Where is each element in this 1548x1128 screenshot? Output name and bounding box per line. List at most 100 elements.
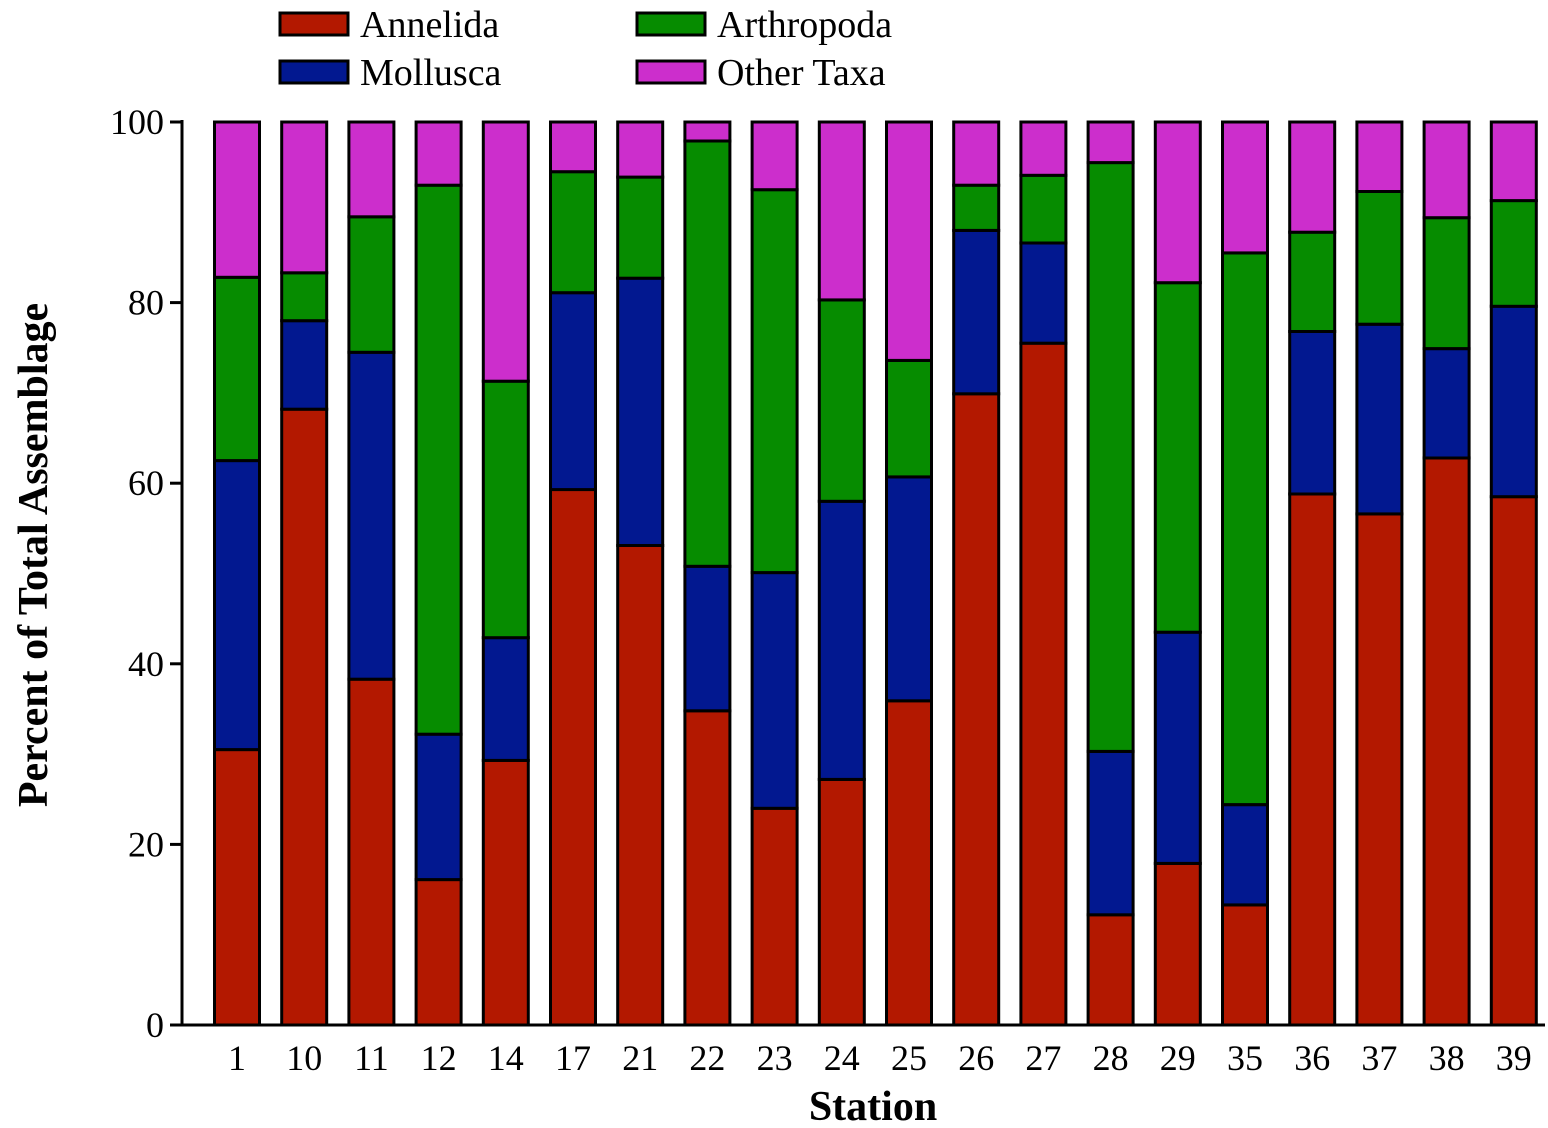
bar-annelida-station-29: [1153, 861, 1202, 1027]
bar-other-taxa-station-28: [1086, 120, 1135, 165]
bar-arthropoda-station-27: [1019, 173, 1068, 245]
x-tick-label-36: 36: [1294, 1038, 1330, 1078]
y-tick-label-0: 0: [146, 1005, 164, 1045]
bar-annelida-station-22: [683, 709, 732, 1027]
x-tick-label-10: 10: [286, 1038, 322, 1078]
bar-other-taxa-station-39: [1489, 120, 1538, 203]
bar-arthropoda-station-23: [750, 188, 799, 575]
y-tick-label-80: 80: [128, 283, 164, 323]
bar-annelida-station-17: [549, 488, 597, 1027]
bar-mollusca-station-26: [952, 228, 1001, 396]
x-axis: 1 10 11 12 14 17 21 22 23 24 25 26 27 28 29 35 36 37 38 39: [182, 1023, 1545, 1078]
x-tick-label-35: 35: [1227, 1038, 1263, 1078]
bar-mollusca-station-23: [750, 571, 799, 810]
x-tick-label-22: 22: [689, 1038, 725, 1078]
bar-other-taxa-station-29: [1153, 120, 1202, 285]
x-tick-label-25: 25: [891, 1038, 927, 1078]
bar-other-taxa-station-21: [616, 120, 665, 179]
bar-arthropoda-station-28: [1086, 161, 1135, 753]
bar-annelida-station-36: [1288, 492, 1337, 1027]
bar-annelida-station-28: [1086, 913, 1135, 1027]
bar-mollusca-station-17: [549, 291, 597, 492]
x-tick-label-14: 14: [488, 1038, 524, 1078]
bar-arthropoda-station-11: [347, 215, 396, 354]
x-tick-label-39: 39: [1496, 1038, 1532, 1078]
bar-annelida-station-1: [213, 748, 261, 1027]
bar-mollusca-station-21: [616, 276, 665, 547]
legend-swatch-mollusca: [278, 59, 350, 85]
bar-other-taxa-station-17: [549, 120, 597, 174]
bar-other-taxa-station-37: [1355, 120, 1404, 193]
x-tick-label-23: 23: [757, 1038, 793, 1078]
bar-mollusca-station-39: [1489, 304, 1538, 499]
legend-label-mollusca: Mollusca: [360, 52, 502, 94]
bar-mollusca-station-29: [1153, 630, 1202, 865]
bar-mollusca-station-10: [280, 319, 329, 411]
bar-other-taxa-station-27: [1019, 120, 1068, 177]
bar-annelida-station-25: [885, 699, 933, 1027]
legend-swatch-annelida: [278, 11, 350, 37]
bar-arthropoda-station-35: [1221, 251, 1269, 807]
bar-mollusca-station-27: [1019, 241, 1068, 345]
bar-annelida-station-14: [481, 758, 530, 1027]
bar-arthropoda-station-37: [1355, 190, 1404, 326]
x-axis-title: Station: [809, 1084, 937, 1128]
x-tick-label-24: 24: [824, 1038, 860, 1078]
bar-annelida-station-39: [1489, 495, 1538, 1027]
bar-arthropoda-station-22: [683, 139, 732, 568]
bar-other-taxa-station-23: [750, 120, 799, 192]
x-tick-label-12: 12: [421, 1038, 457, 1078]
bar-arthropoda-station-29: [1153, 281, 1202, 634]
y-axis-title: Percent of Total Assemblage: [11, 303, 57, 807]
bar-mollusca-station-35: [1221, 803, 1269, 907]
bar-arthropoda-station-17: [549, 170, 597, 295]
bar-arthropoda-station-24: [817, 298, 866, 503]
bar-annelida-station-37: [1355, 512, 1404, 1027]
legend-label-arthropoda: Arthropoda: [717, 4, 892, 46]
bar-other-taxa-station-12: [414, 120, 463, 187]
y-tick-label-20: 20: [128, 824, 164, 864]
bar-other-taxa-station-38: [1422, 120, 1471, 220]
bar-annelida-station-11: [347, 677, 396, 1027]
bar-arthropoda-station-26: [952, 183, 1001, 232]
bar-annelida-station-26: [952, 392, 1001, 1027]
bar-annelida-station-24: [817, 777, 866, 1027]
bar-arthropoda-station-36: [1288, 230, 1337, 333]
bar-other-taxa-station-22: [683, 120, 732, 143]
bar-mollusca-station-36: [1288, 330, 1337, 496]
bar-mollusca-station-12: [414, 732, 463, 882]
bar-other-taxa-station-14: [481, 120, 530, 383]
bar-other-taxa-station-1: [213, 120, 261, 279]
x-tick-label-37: 37: [1361, 1038, 1397, 1078]
bar-arthropoda-station-38: [1422, 216, 1471, 351]
bar-mollusca-station-38: [1422, 347, 1471, 460]
bar-arthropoda-station-12: [414, 183, 463, 736]
bar-arthropoda-station-10: [280, 271, 329, 323]
x-tick-label-26: 26: [958, 1038, 994, 1078]
x-tick-label-28: 28: [1093, 1038, 1129, 1078]
bar-annelida-station-10: [280, 407, 329, 1027]
bar-mollusca-station-37: [1355, 322, 1404, 516]
bar-other-taxa-station-36: [1288, 120, 1337, 234]
bar-arthropoda-station-14: [481, 379, 530, 640]
bar-arthropoda-station-25: [885, 358, 933, 479]
bar-other-taxa-station-25: [885, 120, 933, 362]
x-tick-label-11: 11: [354, 1038, 389, 1078]
legend: Annelida Mollusca Arthropoda Other Taxa: [278, 4, 892, 94]
y-tick-label-60: 60: [128, 463, 164, 503]
bar-annelida-station-21: [616, 544, 665, 1027]
x-tick-label-17: 17: [555, 1038, 591, 1078]
y-tick-label-100: 100: [110, 102, 164, 142]
bar-mollusca-station-24: [817, 499, 866, 781]
legend-swatch-other-taxa: [635, 59, 707, 85]
bar-mollusca-station-22: [683, 564, 732, 713]
bar-mollusca-station-25: [885, 475, 933, 703]
bar-annelida-station-27: [1019, 341, 1068, 1027]
bar-annelida-station-38: [1422, 456, 1471, 1027]
bar-other-taxa-station-24: [817, 120, 866, 302]
bar-area: [213, 120, 1538, 1027]
y-axis: 0 20 40 60 80 100: [110, 102, 184, 1045]
bar-other-taxa-station-11: [347, 120, 396, 219]
bar-mollusca-station-28: [1086, 749, 1135, 917]
x-tick-label-21: 21: [622, 1038, 658, 1078]
